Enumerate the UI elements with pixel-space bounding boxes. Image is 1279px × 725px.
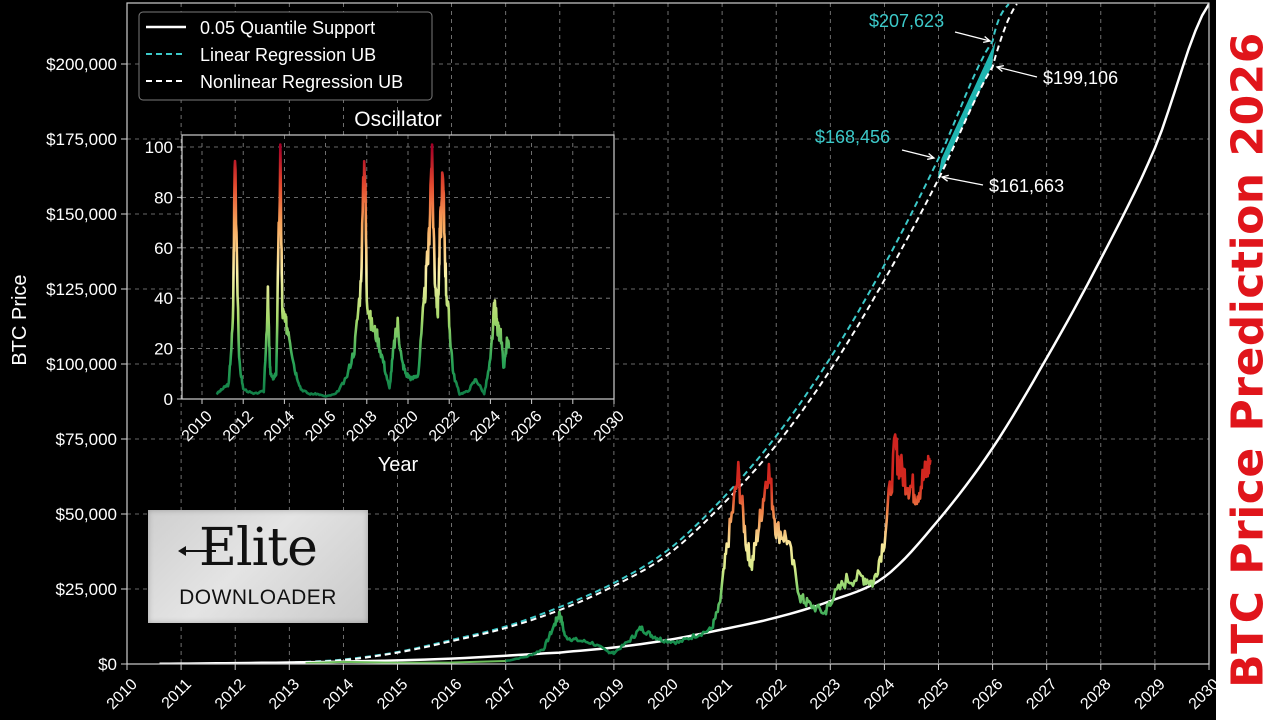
osc-y-tick-label: 40 bbox=[154, 289, 173, 308]
x-tick-label: 2028 bbox=[1077, 676, 1114, 713]
y-tick-label: $75,000 bbox=[56, 430, 117, 449]
y-axis-ticks: $0 $25,000 $50,000 $75,000 $100,000 $125,000 $… bbox=[46, 55, 127, 674]
x-tick-label: 2025 bbox=[915, 676, 952, 713]
osc-x-tick-label: 2028 bbox=[549, 408, 586, 445]
x-axis-ticks: 2010 2011 2012 2013 2014 2015 2016 2017 2018 2019… bbox=[104, 664, 1223, 713]
x-tick-label: 2017 bbox=[482, 676, 519, 713]
annotation-label: $168,456 bbox=[815, 127, 890, 147]
logo-subtitle: DOWNLOADER bbox=[179, 586, 337, 609]
x-tick-label: 2018 bbox=[536, 676, 573, 713]
osc-x-tick-label: 2014 bbox=[261, 408, 298, 445]
osc-x-tick-label: 2010 bbox=[179, 408, 216, 445]
annotation-label: $199,106 bbox=[1043, 68, 1118, 88]
oscillator-title: Oscillator bbox=[354, 108, 442, 131]
oscillator-x-label: Year bbox=[378, 454, 419, 476]
y-tick-label: $25,000 bbox=[56, 580, 117, 599]
x-tick-label: 2023 bbox=[807, 676, 844, 713]
nonlinear-regression-ub-line bbox=[235, 3, 1018, 664]
x-tick-label: 2021 bbox=[699, 676, 736, 713]
btc-price-line bbox=[505, 433, 932, 663]
logo-brand: Elite bbox=[199, 518, 318, 578]
y-tick-label: $200,000 bbox=[46, 55, 117, 74]
elite-downloader-logo: Elite DOWNLOADER bbox=[148, 510, 368, 623]
price-annotations: $207,623 $199,106 $168,456 $161,663 bbox=[815, 11, 1118, 196]
x-tick-label: 2027 bbox=[1023, 676, 1060, 713]
quantile-support-line bbox=[159, 3, 1209, 664]
main-series bbox=[159, 3, 1209, 664]
x-tick-label: 2024 bbox=[861, 676, 898, 713]
osc-x-tick-label: 2024 bbox=[467, 408, 504, 445]
legend-item-linear: Linear Regression UB bbox=[200, 45, 376, 65]
x-tick-label: 2010 bbox=[104, 676, 141, 713]
side-title: BTC Price Prediction 2026 bbox=[1222, 32, 1273, 688]
osc-x-tick-label: 2030 bbox=[591, 408, 628, 445]
x-tick-label: 2022 bbox=[753, 676, 790, 713]
osc-x-tick-label: 2018 bbox=[343, 408, 380, 445]
btc-price-chart: $0 $25,000 $50,000 $75,000 $100,000 $125,000 $… bbox=[9, 2, 1223, 714]
x-tick-label: 2029 bbox=[1132, 676, 1169, 713]
osc-y-tick-label: 80 bbox=[154, 188, 173, 207]
x-tick-label: 2019 bbox=[591, 676, 628, 713]
chart-stage: $0 $25,000 $50,000 $75,000 $100,000 $125,000 $… bbox=[0, 0, 1216, 720]
side-title-banner: BTC Price Prediction 2026 bbox=[1216, 0, 1279, 720]
y-tick-label: $125,000 bbox=[46, 280, 117, 299]
annotation-label: $207,623 bbox=[869, 11, 944, 31]
chart-legend: 0.05 Quantile Support Linear Regression … bbox=[138, 11, 433, 101]
osc-y-tick-label: 60 bbox=[154, 239, 173, 258]
x-tick-label: 2011 bbox=[159, 676, 195, 712]
y-tick-label: $100,000 bbox=[46, 355, 117, 374]
y-tick-label: $0 bbox=[98, 655, 117, 674]
x-tick-label: 2015 bbox=[374, 676, 411, 713]
osc-x-tick-label: 2026 bbox=[508, 408, 545, 445]
y-axis-label: BTC Price bbox=[9, 274, 31, 365]
annotation-label: $161,663 bbox=[989, 176, 1064, 196]
oscillator-line bbox=[215, 143, 511, 398]
x-tick-label: 2026 bbox=[969, 676, 1006, 713]
legend-item-support: 0.05 Quantile Support bbox=[200, 18, 375, 38]
x-tick-label: 2030 bbox=[1186, 676, 1216, 713]
x-tick-label: 2020 bbox=[645, 676, 682, 713]
projection-band bbox=[937, 41, 996, 179]
osc-x-tick-label: 2016 bbox=[302, 408, 339, 445]
osc-y-tick-label: 100 bbox=[145, 138, 173, 157]
x-tick-label: 2016 bbox=[428, 676, 465, 713]
y-tick-label: $150,000 bbox=[46, 205, 117, 224]
y-tick-label: $50,000 bbox=[56, 505, 117, 524]
x-tick-label: 2014 bbox=[320, 676, 357, 713]
osc-x-tick-label: 2012 bbox=[220, 408, 257, 445]
osc-x-tick-label: 2022 bbox=[426, 408, 463, 445]
x-tick-label: 2013 bbox=[266, 676, 303, 713]
osc-x-tick-label: 2020 bbox=[385, 408, 422, 445]
y-tick-label: $175,000 bbox=[46, 130, 117, 149]
legend-item-nonlinear: Nonlinear Regression UB bbox=[200, 72, 403, 92]
osc-y-tick-label: 0 bbox=[164, 390, 173, 409]
logo-arrow-icon bbox=[178, 546, 216, 556]
osc-y-tick-label: 20 bbox=[154, 340, 173, 359]
x-tick-label: 2012 bbox=[212, 676, 249, 713]
